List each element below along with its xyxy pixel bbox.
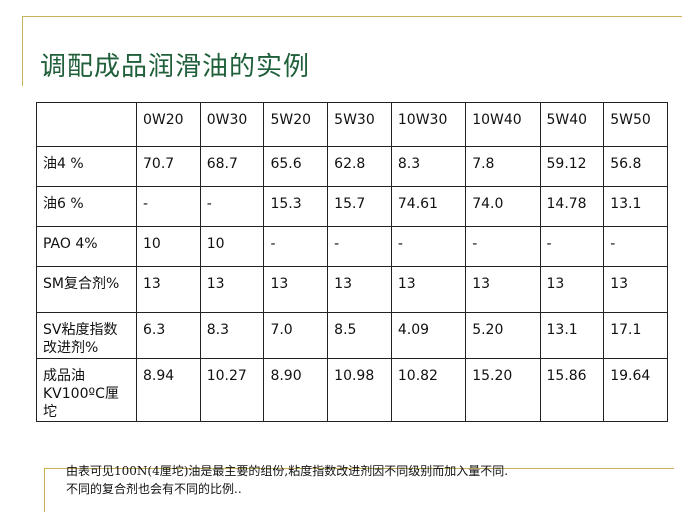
table-row: PAO 4% 10 10 - - - - - - xyxy=(36,226,668,267)
table-cell: 62.8 xyxy=(327,146,392,187)
table-cell: 15.86 xyxy=(539,358,605,422)
table-cell: - xyxy=(199,186,265,227)
header-cell: 10W40 xyxy=(465,102,541,147)
table-cell: 74.0 xyxy=(465,186,541,227)
row-label: SV粘度指数改进剂% xyxy=(36,312,137,359)
table-cell: 19.64 xyxy=(603,358,668,422)
top-decor-rule xyxy=(22,16,682,17)
table-cell: 10.82 xyxy=(390,358,467,422)
table-cell: 10.27 xyxy=(199,358,265,422)
table-row: 油4 % 70.7 68.7 65.6 62.8 8.3 7.8 59.12 5… xyxy=(36,146,668,187)
table-cell: 8.3 xyxy=(199,312,265,359)
left-decor-rule xyxy=(22,16,23,86)
table-cell: 68.7 xyxy=(199,146,265,187)
table-cell: 10 xyxy=(199,226,265,267)
table-cell: 59.12 xyxy=(539,146,605,187)
table-row: 成品油KV100ºC厘坨 8.94 10.27 8.90 10.98 10.82… xyxy=(36,358,668,422)
table-cell: 13 xyxy=(136,266,201,313)
row-label: 成品油KV100ºC厘坨 xyxy=(36,358,137,422)
header-cell: 5W30 xyxy=(327,102,392,147)
blend-table: 0W20 0W30 5W20 5W30 10W30 10W40 5W40 5W5… xyxy=(36,102,668,422)
table-cell: 13.1 xyxy=(603,186,668,227)
table-cell: 17.1 xyxy=(603,312,668,359)
table-cell: 15.20 xyxy=(465,358,541,422)
table-cell: 13 xyxy=(465,266,541,313)
table-cell: 56.8 xyxy=(603,146,668,187)
footnote-line-1: 由表可见100N(4厘坨)油是最主要的组份,粘度指数改进剂因不同级别而加入量不同… xyxy=(66,464,509,478)
table-cell: 8.3 xyxy=(390,146,467,187)
header-cell: 5W50 xyxy=(603,102,668,147)
table-row: SV粘度指数改进剂% 6.3 8.3 7.0 8.5 4.09 5.20 13.… xyxy=(36,312,668,359)
table-cell: 4.09 xyxy=(390,312,467,359)
table-cell: 15.7 xyxy=(327,186,392,227)
table-cell: - xyxy=(603,226,668,267)
table-cell: 14.78 xyxy=(539,186,605,227)
table-cell: - xyxy=(539,226,605,267)
table-cell: - xyxy=(327,226,392,267)
table-cell: 5.20 xyxy=(465,312,541,359)
table-cell: 15.3 xyxy=(263,186,329,227)
footnote-line-2: 不同的复合剂也会有不同的比例.. xyxy=(66,482,242,496)
table-cell: - xyxy=(263,226,329,267)
header-cell: 0W20 xyxy=(136,102,201,147)
table-cell: 10.98 xyxy=(327,358,392,422)
table-cell: 8.94 xyxy=(136,358,201,422)
row-label: 油6 % xyxy=(36,186,137,227)
header-cell: 10W30 xyxy=(390,102,467,147)
header-cell: 5W20 xyxy=(263,102,329,147)
header-cell-empty xyxy=(36,102,137,147)
table-cell: 13 xyxy=(263,266,329,313)
header-cell: 0W30 xyxy=(199,102,265,147)
table-cell: 13 xyxy=(390,266,467,313)
table-cell: 10 xyxy=(136,226,201,267)
table-cell: 7.8 xyxy=(465,146,541,187)
table-cell: 65.6 xyxy=(263,146,329,187)
table-cell: 7.0 xyxy=(263,312,329,359)
table-cell: 13 xyxy=(603,266,668,313)
table-cell: 13.1 xyxy=(539,312,605,359)
row-label: PAO 4% xyxy=(36,226,137,267)
table-cell: 6.3 xyxy=(136,312,201,359)
row-label: SM复合剂% xyxy=(36,266,137,313)
header-cell: 5W40 xyxy=(539,102,605,147)
table-header-row: 0W20 0W30 5W20 5W30 10W30 10W40 5W40 5W5… xyxy=(36,102,668,147)
page-title: 调配成品润滑油的实例 xyxy=(40,52,311,82)
table-cell: 13 xyxy=(327,266,392,313)
row-label: 油4 % xyxy=(36,146,137,187)
bottom-left-decor-rule xyxy=(44,468,45,512)
table-cell: 8.5 xyxy=(327,312,392,359)
table-cell: 8.90 xyxy=(263,358,329,422)
table-cell: - xyxy=(136,186,201,227)
footnote: 由表可见100N(4厘坨)油是最主要的组份,粘度指数改进剂因不同级别而加入量不同… xyxy=(66,462,666,498)
table-cell: 70.7 xyxy=(136,146,201,187)
table-cell: - xyxy=(390,226,467,267)
table-cell: 13 xyxy=(199,266,265,313)
bottom-decor-rule xyxy=(44,468,674,469)
table-row: SM复合剂% 13 13 13 13 13 13 13 13 xyxy=(36,266,668,313)
table-cell: - xyxy=(465,226,541,267)
table-row: 油6 % - - 15.3 15.7 74.61 74.0 14.78 13.1 xyxy=(36,186,668,227)
table-cell: 74.61 xyxy=(390,186,467,227)
table-cell: 13 xyxy=(539,266,605,313)
